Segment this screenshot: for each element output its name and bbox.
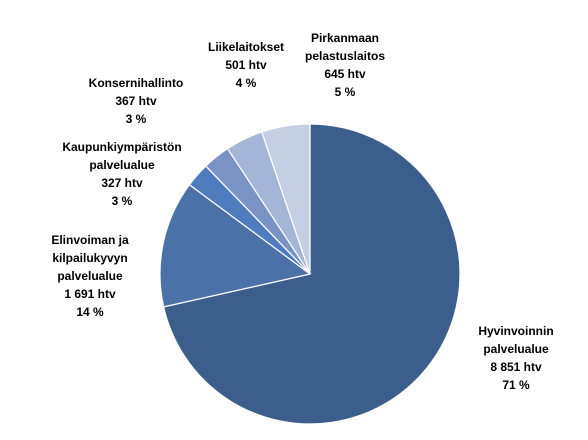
slice-label: Kaupunkiympäristön palvelualue 327 htv 3 % <box>22 138 222 210</box>
category-label: Elinvoiman ja kilpailukyvyn palvelualue <box>51 233 129 283</box>
category-label: Konsernihallinto <box>88 76 184 90</box>
slice-label: Hyvinvoinnin palvelualue 8 851 htv 71 % <box>416 322 588 394</box>
value-label: 367 htv <box>115 94 157 108</box>
value-label: 8 851 htv <box>490 360 542 374</box>
pie-slice <box>159 183 312 308</box>
value-label: 1 691 htv <box>64 287 116 301</box>
share-label: 3 % <box>111 194 133 208</box>
category-label: Pirkanmaan pelastuslaitos <box>304 31 386 63</box>
share-label: 4 % <box>235 76 257 90</box>
pie-slice <box>162 123 461 425</box>
value-label: 645 htv <box>324 67 366 81</box>
share-label: 14 % <box>76 305 104 319</box>
share-label: 3 % <box>125 112 147 126</box>
value-label: 327 htv <box>101 176 143 190</box>
slice-label: Konsernihallinto 367 htv 3 % <box>36 74 236 128</box>
slice-label: Liikelaitokset 501 htv 4 % <box>146 38 346 92</box>
share-label: 71 % <box>502 378 530 392</box>
pie-slice <box>261 123 311 275</box>
share-label: 5 % <box>334 85 356 99</box>
category-label: Liikelaitokset <box>207 40 285 54</box>
category-label: Kaupunkiympäristön palvelualue <box>62 140 182 172</box>
slice-label: Pirkanmaan pelastuslaitos 645 htv 5 % <box>245 29 445 101</box>
slice-label: Elinvoiman ja kilpailukyvyn palvelualue 1… <box>0 231 190 321</box>
category-label: Hyvinvoinnin palvelualue <box>478 324 554 356</box>
value-label: 501 htv <box>225 58 267 72</box>
